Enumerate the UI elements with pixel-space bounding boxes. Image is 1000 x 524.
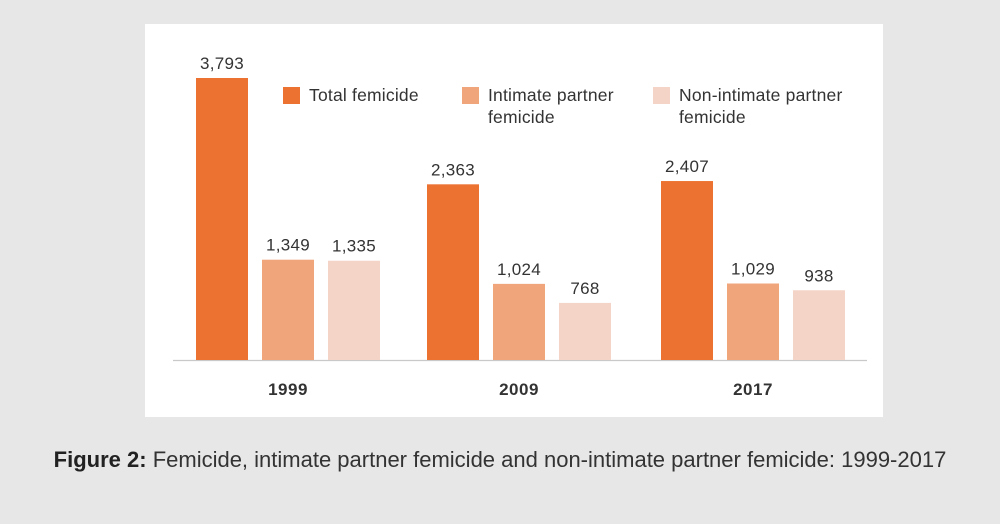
legend-label-non-intimate-partner-femicide: Non-intimate partner femicide <box>679 85 843 127</box>
chart-panel: 3,793 1,349 1,335 1999 2,363 1,024 768 2009 2,40… <box>145 24 883 417</box>
bar-non-intimate-partner-femicide-2009 <box>559 302 611 360</box>
legend-item-intimate-partner-femicide: Intimate partner femicide <box>462 84 658 128</box>
legend-label-total-femicide: Total femicide <box>309 85 419 105</box>
data-label-total-femicide-2017: 2,407 <box>665 157 709 176</box>
data-label-intimate-partner-femicide-2009: 1,024 <box>497 260 541 279</box>
figure-caption-label: Figure 2: <box>53 447 147 472</box>
data-label-intimate-partner-femicide-1999: 1,349 <box>266 236 310 255</box>
bar-total-femicide-2009 <box>427 184 479 360</box>
x-tick-label-2009: 2009 <box>499 380 539 399</box>
bar-total-femicide-2017 <box>661 181 713 360</box>
data-label-non-intimate-partner-femicide-2017: 938 <box>804 266 833 285</box>
x-tick-label-2017: 2017 <box>733 380 773 399</box>
legend-swatch-intimate-partner-femicide <box>462 87 479 104</box>
data-label-total-femicide-2009: 2,363 <box>431 160 475 179</box>
legend-swatch-non-intimate-partner-femicide <box>653 87 670 104</box>
data-label-non-intimate-partner-femicide-2009: 768 <box>570 279 599 298</box>
bar-intimate-partner-femicide-1999 <box>262 259 314 360</box>
bar-chart: 3,793 1,349 1,335 1999 2,363 1,024 768 2009 2,40… <box>173 54 867 399</box>
bar-intimate-partner-femicide-2009 <box>493 283 545 360</box>
bar-intimate-partner-femicide-2017 <box>727 283 779 360</box>
legend-label-intimate-partner-femicide: Intimate partner femicide <box>488 85 614 127</box>
legend-item-non-intimate-partner-femicide: Non-intimate partner femicide <box>653 84 864 128</box>
legend-item-total-femicide: Total femicide <box>283 84 419 106</box>
figure-caption-text: Femicide, intimate partner femicide and … <box>152 447 947 472</box>
data-label-intimate-partner-femicide-2017: 1,029 <box>731 259 775 278</box>
bar-non-intimate-partner-femicide-1999 <box>328 260 380 360</box>
figure-caption: Figure 2: Femicide, intimate partner fem… <box>0 446 1000 474</box>
legend-swatch-total-femicide <box>283 87 300 104</box>
bar-total-femicide-1999 <box>196 78 248 360</box>
x-tick-label-1999: 1999 <box>268 380 308 399</box>
bar-non-intimate-partner-femicide-2017 <box>793 290 845 360</box>
data-label-total-femicide-1999: 3,793 <box>200 54 244 73</box>
data-label-non-intimate-partner-femicide-1999: 1,335 <box>332 237 376 256</box>
